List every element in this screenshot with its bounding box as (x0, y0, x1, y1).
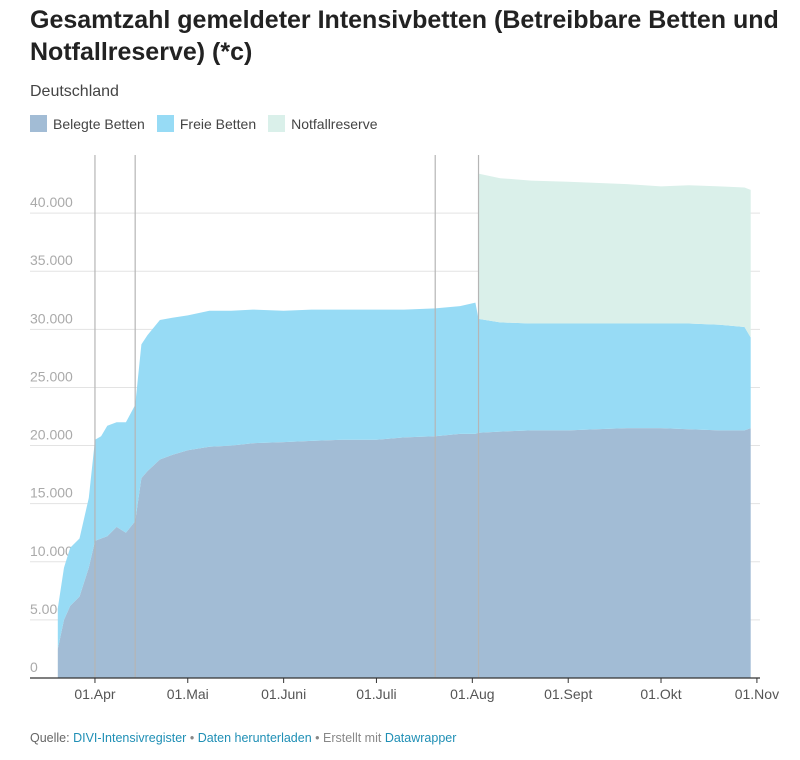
datawrapper-link[interactable]: Datawrapper (384, 731, 457, 745)
chart-legend: Belegte Betten Freie Betten Notfallreser… (30, 115, 390, 132)
legend-swatch-belegte-betten (30, 115, 47, 132)
source-line: Quelle: DIVI-Intensivregister • Daten he… (30, 731, 456, 745)
download-data-link[interactable]: Daten herunterladen (197, 731, 312, 745)
x-tick-label: 01.Nov (735, 686, 779, 702)
legend-label-notfallreserve: Notfallreserve (291, 115, 378, 132)
legend-swatch-freie-betten (156, 115, 174, 132)
legend-swatch-notfallreserve (268, 115, 286, 132)
y-tick-label: 35.000 (30, 252, 73, 268)
area-chart: 0 5.000 10.000 15.000 20.000 25.000 30.000 35.0… (30, 155, 779, 702)
y-tick-label: 20.000 (30, 427, 73, 443)
legend-label-belegte-betten: Belegte Betten (53, 115, 145, 132)
y-tick-label: 15.000 (30, 485, 73, 501)
x-tick-label: 01.Aug (450, 686, 494, 702)
y-tick-label: 25.000 (30, 368, 73, 384)
x-tick-label: 01.Mai (167, 686, 209, 702)
chart-title: Gesamtzahl gemeldeter Intensivbetten (Be… (30, 6, 779, 66)
created-with-text: • Erstellt mit (315, 731, 382, 745)
area-series-belegte-betten (57, 428, 751, 678)
y-tick-label: 0 (30, 659, 38, 675)
y-tick-label: 5.000 (30, 601, 65, 617)
y-tick-label: 30.000 (30, 310, 73, 326)
area-series-freie-betten (57, 302, 751, 649)
legend-item-freie-betten: Freie Betten (156, 115, 257, 132)
x-tick-label: 01.Juli (356, 686, 396, 702)
source-link-divi[interactable]: DIVI-Intensivregister (73, 731, 187, 745)
y-tick-label: 10.000 (30, 543, 73, 559)
source-separator: • (189, 731, 195, 745)
x-tick-label: 01.Okt (640, 686, 681, 702)
legend-item-belegte-betten: Belegte Betten (30, 115, 145, 132)
x-tick-label: 01.Apr (74, 686, 116, 702)
x-tick-label: 01.Sept (544, 686, 592, 702)
source-prefix: Quelle: (30, 731, 70, 745)
y-tick-label: 40.000 (30, 194, 73, 210)
legend-item-notfallreserve: Notfallreserve (268, 115, 378, 132)
chart-subtitle: Deutschland (30, 83, 119, 100)
legend-label-freie-betten: Freie Betten (179, 115, 257, 132)
x-tick-label: 01.Juni (261, 686, 306, 702)
area-series-notfallreserve (478, 173, 751, 338)
